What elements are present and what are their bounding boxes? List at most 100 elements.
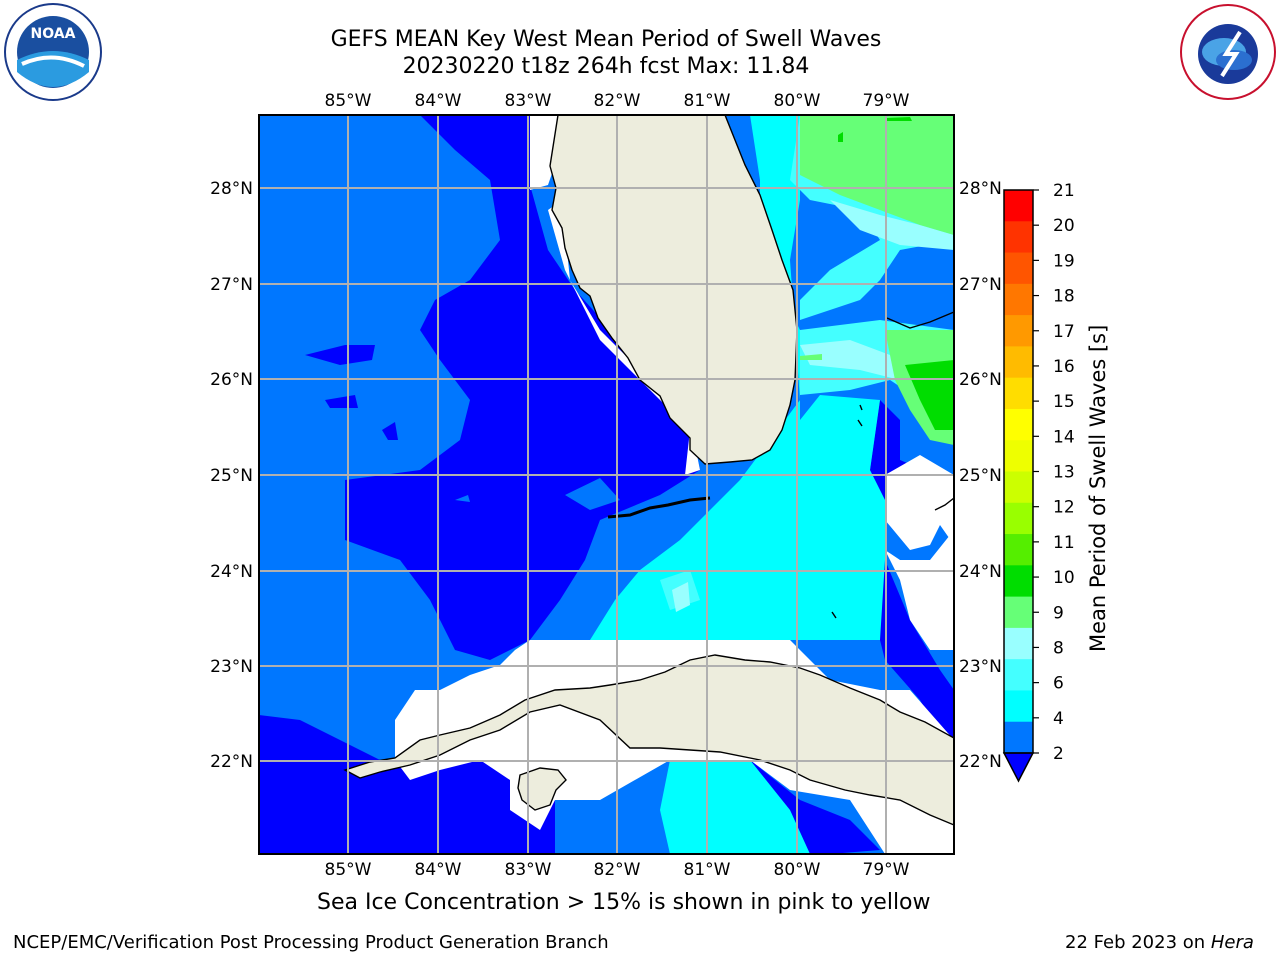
footer-host: Hera xyxy=(1210,932,1254,953)
swell-10-11s-region xyxy=(905,360,954,430)
nws-logo xyxy=(1180,4,1276,100)
florida-keys xyxy=(607,496,711,519)
lon-label: 81°W xyxy=(684,860,731,880)
bottom-longitude-labels: 85°W 84°W 83°W 82°W 81°W 80°W 79°W xyxy=(325,860,910,880)
sea-ice-caption: Sea Ice Concentration > 15% is shown in … xyxy=(317,890,931,915)
colorbar-tick-label: 6 xyxy=(1053,674,1064,694)
colorbar-tick-label: 2 xyxy=(1053,744,1064,764)
colorbar-tick-label: 8 xyxy=(1053,638,1064,658)
masked-area xyxy=(885,455,954,550)
lat-label: 23°N xyxy=(959,657,1002,677)
lon-label: 84°W xyxy=(415,91,462,111)
colorbar-segment xyxy=(1004,659,1033,691)
lat-label: 24°N xyxy=(959,562,1002,582)
colorbar-tick-label: 9 xyxy=(1053,603,1064,623)
bahamas-land xyxy=(886,311,955,329)
isla-juventud-land xyxy=(517,767,567,811)
colorbar-tick-label: 18 xyxy=(1053,287,1075,307)
colorbar-tick-label: 13 xyxy=(1053,463,1075,483)
swell-10-11s-region xyxy=(887,117,912,121)
lon-label: 79°W xyxy=(863,91,910,111)
right-latitude-labels: 28°N 27°N 26°N 25°N 24°N 23°N 22°N xyxy=(959,179,1002,772)
swell-2-4s-region xyxy=(259,715,555,854)
swell-8-9s-region xyxy=(672,582,690,612)
colorbar-segment xyxy=(1004,440,1033,472)
colorbar-segment xyxy=(1004,627,1033,660)
masked-area xyxy=(885,480,954,650)
lon-label: 82°W xyxy=(594,860,641,880)
lon-label: 82°W xyxy=(594,91,641,111)
lat-label: 22°N xyxy=(210,752,253,772)
lat-label: 27°N xyxy=(210,275,253,295)
chart-subtitle: 20230220 t18z 264h fcst Max: 11.84 xyxy=(402,54,810,79)
colorbar-segment xyxy=(1004,534,1033,566)
swell-4-6s-region xyxy=(565,478,620,510)
colorbar-segment xyxy=(1004,565,1033,598)
colorbar-tick-label: 11 xyxy=(1053,533,1075,553)
colorbar-tick-label: 21 xyxy=(1053,181,1075,201)
florida-land xyxy=(549,114,798,465)
swell-2-4s-region xyxy=(345,115,700,660)
swell-2-4s-region xyxy=(325,395,358,408)
lon-label: 80°W xyxy=(774,91,821,111)
lon-label: 84°W xyxy=(415,860,462,880)
colorbar-tick-label: 4 xyxy=(1053,709,1064,729)
colorbar-tick-label: 17 xyxy=(1053,322,1075,342)
map-frame xyxy=(258,114,955,855)
noaa-logo-text: NOAA xyxy=(31,26,76,42)
map-panel xyxy=(258,114,955,855)
lat-label: 23°N xyxy=(210,657,253,677)
colorbar: 21 20 19 18 17 16 15 14 13 12 11 10 9 8 6 4 2 xyxy=(1002,181,1075,783)
colorbar-segment xyxy=(1004,190,1033,222)
lon-label: 79°W xyxy=(863,860,910,880)
colorbar-segment xyxy=(1004,502,1033,535)
colorbar-tick-label: 10 xyxy=(1053,568,1075,588)
colorbar-segment xyxy=(1004,315,1033,347)
map-gridlines xyxy=(259,115,954,854)
swell-9-10s-region xyxy=(800,115,954,235)
swell-9-10s-region xyxy=(800,354,822,360)
swell-6-7s-region xyxy=(660,760,810,854)
colorbar-extend-arrow xyxy=(1002,752,1035,783)
colorbar-segment xyxy=(1004,596,1033,629)
colorbar-segment xyxy=(1004,408,1033,441)
chart-title: GEFS MEAN Key West Mean Period of Swell … xyxy=(330,27,882,52)
colorbar-segment xyxy=(1004,721,1033,754)
colorbar-segment xyxy=(1004,346,1033,379)
lat-label: 25°N xyxy=(210,466,253,486)
colorbar-tick-label: 14 xyxy=(1053,427,1075,447)
lon-label: 80°W xyxy=(774,860,821,880)
lat-label: 22°N xyxy=(959,752,1002,772)
lat-label: 27°N xyxy=(959,275,1002,295)
lon-label: 83°W xyxy=(505,860,552,880)
swell-6-7s-region xyxy=(590,115,885,640)
footer-date: 22 Feb 2023 on Hera xyxy=(1065,932,1254,953)
colorbar-segment xyxy=(1004,471,1033,504)
bahamas-land xyxy=(831,404,863,619)
swell-8-9s-region xyxy=(830,200,954,250)
top-longitude-labels: 85°W 84°W 83°W 82°W 81°W 80°W 79°W xyxy=(325,91,910,111)
colorbar-segment xyxy=(1004,221,1033,254)
swell-8-9s-region xyxy=(800,340,920,380)
colorbar-tick-label: 16 xyxy=(1053,357,1075,377)
lon-label: 83°W xyxy=(505,91,552,111)
footer-credit: NCEP/EMC/Verification Post Processing Pr… xyxy=(13,932,609,953)
swell-4-6s-region xyxy=(455,495,470,502)
noaa-logo: NOAA xyxy=(4,3,102,101)
swell-10-11s-region xyxy=(838,132,843,142)
cuba-land xyxy=(343,654,955,827)
colorbar-tick-label: 20 xyxy=(1053,216,1075,236)
bahamas-land xyxy=(934,497,955,511)
colorbar-segment xyxy=(1004,690,1033,723)
swell-2-4s-region xyxy=(382,422,398,440)
lat-label: 26°N xyxy=(959,370,1002,390)
colorbar-segment xyxy=(1004,283,1033,316)
lon-label: 85°W xyxy=(325,91,372,111)
footer-date-text: 22 Feb 2023 on xyxy=(1065,932,1211,953)
swell-2-4s-region xyxy=(305,345,375,365)
lat-label: 28°N xyxy=(959,179,1002,199)
lat-label: 26°N xyxy=(210,370,253,390)
lat-label: 24°N xyxy=(210,562,253,582)
lat-label: 25°N xyxy=(959,466,1002,486)
